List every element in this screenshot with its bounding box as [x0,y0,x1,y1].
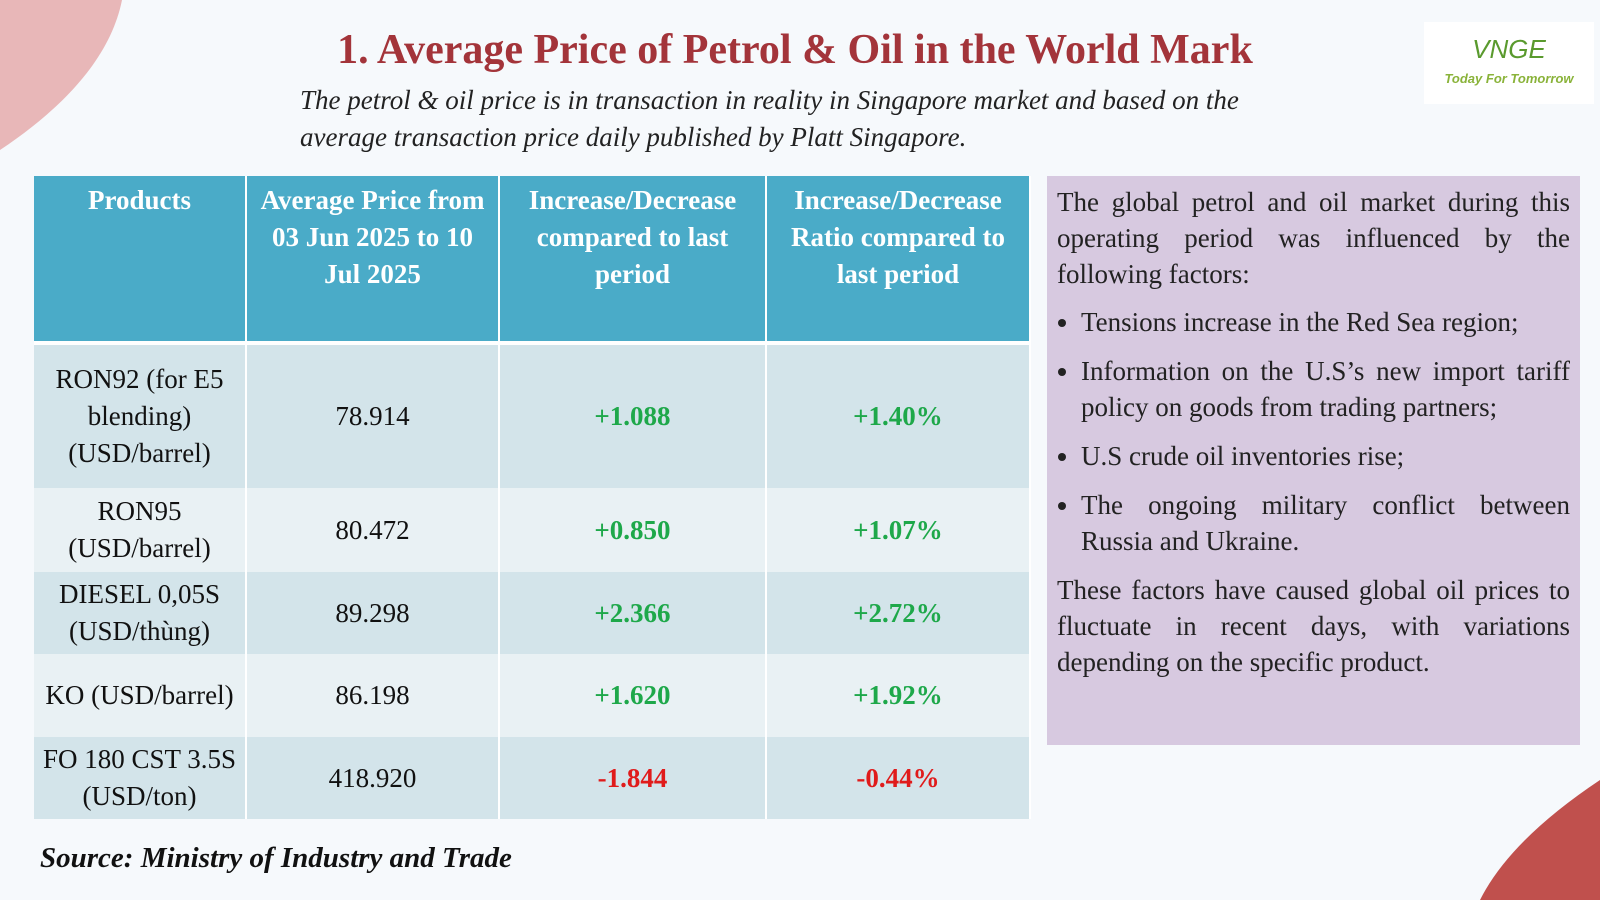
logo-name: VNGE [1472,34,1546,64]
cell: +2.366 [499,572,767,654]
cell: RON95 (USD/barrel) [34,488,247,572]
cell: 80.472 [246,488,500,572]
factor-list: Tensions increase in the Red Sea region;… [1057,304,1570,559]
cell: 86.198 [246,654,500,737]
factors-panel: The global petrol and oil market during … [1047,176,1580,745]
cell: FO 180 CST 3.5S (USD/ton) [34,737,247,819]
column-header: Increase/Decrease compared to last perio… [499,176,767,343]
cell: +1.620 [499,654,767,737]
cell: RON92 (for E5 blending) (USD/barrel) [34,343,247,488]
cell: 418.920 [246,737,500,819]
cell: DIESEL 0,05S (USD/thùng) [34,572,247,654]
cell: +1.92% [766,654,1031,737]
cell: +1.40% [766,343,1031,488]
panel-conclusion: These factors have caused global oil pri… [1057,575,1570,677]
cell: KO (USD/barrel) [34,654,247,737]
cell: 89.298 [246,572,500,654]
cell: +1.07% [766,488,1031,572]
price-table: Products Average Price from 03 Jun 2025 … [34,176,1031,819]
cell: -1.844 [499,737,767,819]
logo: VNGE Today For Tomorrow [1424,22,1594,104]
cell: +2.72% [766,572,1031,654]
title: 1. Average Price of Petrol & Oil in the … [337,27,1253,73]
factor: U.S crude oil inventories rise; [1081,438,1570,474]
column-header: Products [34,176,247,343]
subtitle: The petrol & oil price is in transaction… [300,85,1239,152]
column-header: Average Price from 03 Jun 2025 to 10 Jul… [246,176,500,343]
cell: -0.44% [766,737,1031,819]
column-header: Increase/Decrease Ratio compared to last… [766,176,1031,343]
cell: +1.088 [499,343,767,488]
factor: Tensions increase in the Red Sea region; [1081,304,1570,340]
cell: 78.914 [246,343,500,488]
panel-intro: The global petrol and oil market during … [1057,187,1570,289]
cell: +0.850 [499,488,767,572]
logo-tagline: Today For Tomorrow [1444,71,1574,86]
factor: Information on the U.S’s new import tari… [1081,353,1570,425]
source: Source: Ministry of Industry and Trade [40,842,512,874]
factor: The ongoing military conflict between Ru… [1081,487,1570,559]
